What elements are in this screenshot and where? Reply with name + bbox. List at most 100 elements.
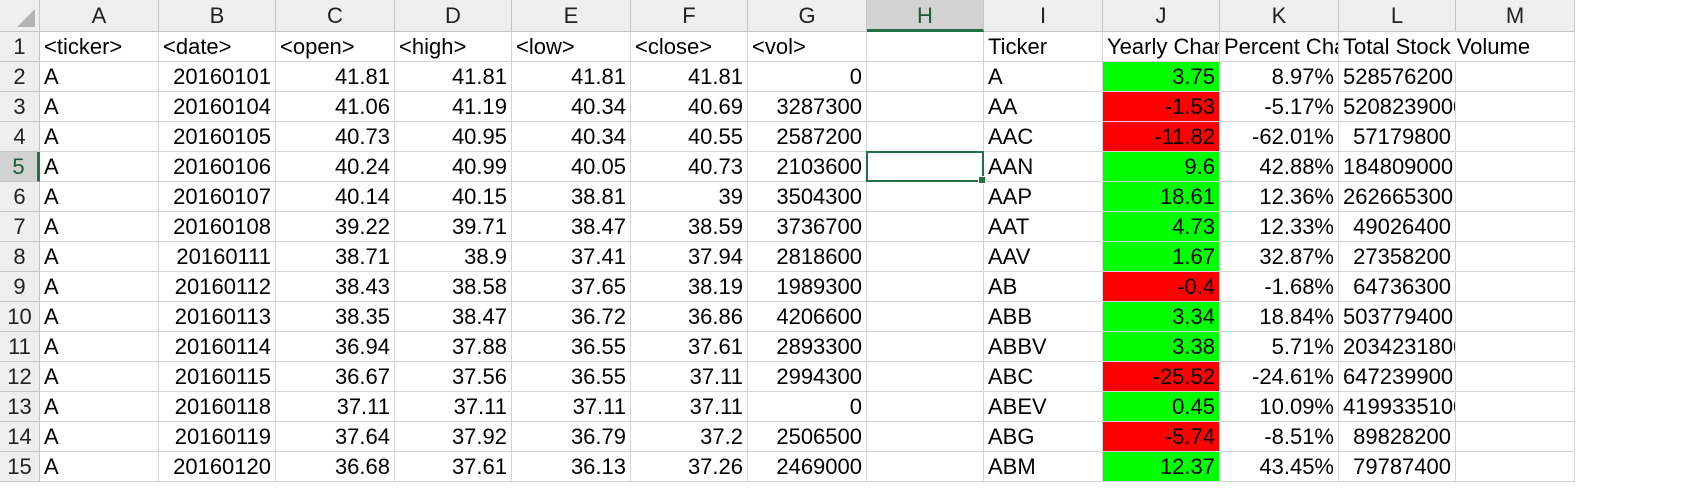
yearly-change-cell[interactable]: 9.6 — [1103, 152, 1220, 182]
select-all-corner[interactable] — [0, 0, 40, 32]
column-header-g[interactable]: G — [748, 0, 867, 32]
stock-row-cell[interactable]: 41.81 — [631, 62, 748, 92]
stock-header-vol[interactable]: <vol> — [748, 32, 867, 62]
total-volume-cell[interactable]: 4199335100 — [1339, 392, 1456, 422]
cell-h10[interactable] — [867, 302, 984, 332]
column-header-m[interactable]: M — [1456, 0, 1575, 32]
stock-row-cell[interactable]: 38.58 — [395, 272, 512, 302]
stock-row-cell[interactable]: 40.69 — [631, 92, 748, 122]
stock-row-cell[interactable]: 39.71 — [395, 212, 512, 242]
stock-row-cell[interactable]: 36.68 — [276, 452, 395, 482]
cell-h11[interactable] — [867, 332, 984, 362]
stock-row-cell[interactable]: 20160108 — [159, 212, 276, 242]
cell-h3[interactable] — [867, 92, 984, 122]
stock-row-cell[interactable]: 20160106 — [159, 152, 276, 182]
stock-row-cell[interactable]: 3736700 — [748, 212, 867, 242]
stock-row-cell[interactable]: 40.99 — [395, 152, 512, 182]
percent-change-cell[interactable]: 32.87% — [1220, 242, 1339, 272]
total-volume-cell[interactable]: 79787400 — [1339, 452, 1456, 482]
stock-row-cell[interactable]: 1989300 — [748, 272, 867, 302]
yearly-change-cell[interactable]: 1.67 — [1103, 242, 1220, 272]
cell-m10[interactable] — [1456, 302, 1575, 332]
stock-row-cell[interactable]: 36.79 — [512, 422, 631, 452]
row-header-14[interactable]: 14 — [0, 422, 40, 452]
yearly-change-cell[interactable]: 12.37 — [1103, 452, 1220, 482]
summary-ticker-cell[interactable]: AAV — [984, 242, 1103, 272]
stock-header-high[interactable]: <high> — [395, 32, 512, 62]
summary-ticker-cell[interactable]: AAC — [984, 122, 1103, 152]
stock-row-cell[interactable]: 20160113 — [159, 302, 276, 332]
stock-row-cell[interactable]: 38.71 — [276, 242, 395, 272]
row-header-12[interactable]: 12 — [0, 362, 40, 392]
stock-row-cell[interactable]: 20160105 — [159, 122, 276, 152]
yearly-change-cell[interactable]: 3.75 — [1103, 62, 1220, 92]
cell-h1[interactable] — [867, 32, 984, 62]
stock-row-cell[interactable]: 40.05 — [512, 152, 631, 182]
stock-row-cell[interactable]: 40.34 — [512, 122, 631, 152]
stock-row-cell[interactable]: 2587200 — [748, 122, 867, 152]
stock-row-cell[interactable]: 40.15 — [395, 182, 512, 212]
stock-row-cell[interactable]: A — [40, 122, 159, 152]
stock-row-cell[interactable]: 41.19 — [395, 92, 512, 122]
stock-row-cell[interactable]: 41.81 — [276, 62, 395, 92]
total-volume-cell[interactable]: 49026400 — [1339, 212, 1456, 242]
total-volume-cell[interactable]: 27358200 — [1339, 242, 1456, 272]
stock-row-cell[interactable]: A — [40, 332, 159, 362]
stock-row-cell[interactable]: 36.94 — [276, 332, 395, 362]
stock-row-cell[interactable]: 20160101 — [159, 62, 276, 92]
stock-row-cell[interactable]: 40.95 — [395, 122, 512, 152]
stock-row-cell[interactable]: A — [40, 242, 159, 272]
stock-row-cell[interactable]: 38.59 — [631, 212, 748, 242]
stock-row-cell[interactable]: A — [40, 302, 159, 332]
cell-h7[interactable] — [867, 212, 984, 242]
stock-row-cell[interactable]: 38.35 — [276, 302, 395, 332]
stock-row-cell[interactable]: 41.81 — [395, 62, 512, 92]
percent-change-cell[interactable]: 18.84% — [1220, 302, 1339, 332]
stock-row-cell[interactable]: 2469000 — [748, 452, 867, 482]
stock-row-cell[interactable]: 3504300 — [748, 182, 867, 212]
stock-row-cell[interactable]: 40.73 — [631, 152, 748, 182]
stock-row-cell[interactable]: 37.94 — [631, 242, 748, 272]
percent-change-cell[interactable]: -62.01% — [1220, 122, 1339, 152]
stock-row-cell[interactable]: 37.11 — [631, 392, 748, 422]
stock-row-cell[interactable]: 37.11 — [512, 392, 631, 422]
stock-row-cell[interactable]: 37.2 — [631, 422, 748, 452]
row-header-15[interactable]: 15 — [0, 452, 40, 482]
summary-ticker-cell[interactable]: AB — [984, 272, 1103, 302]
total-volume-cell[interactable]: 57179800 — [1339, 122, 1456, 152]
summary-ticker-cell[interactable]: AAN — [984, 152, 1103, 182]
stock-row-cell[interactable]: A — [40, 212, 159, 242]
stock-row-cell[interactable]: 39 — [631, 182, 748, 212]
cell-m7[interactable] — [1456, 212, 1575, 242]
stock-header-ticker[interactable]: <ticker> — [40, 32, 159, 62]
percent-change-cell[interactable]: -1.68% — [1220, 272, 1339, 302]
column-header-b[interactable]: B — [159, 0, 276, 32]
column-header-j[interactable]: J — [1103, 0, 1220, 32]
summary-ticker-cell[interactable]: A — [984, 62, 1103, 92]
stock-row-cell[interactable]: 38.47 — [512, 212, 631, 242]
stock-row-cell[interactable]: 39.22 — [276, 212, 395, 242]
stock-row-cell[interactable]: 20160119 — [159, 422, 276, 452]
summary-header-total-stock-volume[interactable]: Total Stock Volume — [1339, 32, 1530, 62]
cell-m14[interactable] — [1456, 422, 1575, 452]
yearly-change-cell[interactable]: 18.61 — [1103, 182, 1220, 212]
total-volume-cell[interactable]: 528576200 — [1339, 62, 1456, 92]
cell-h5[interactable] — [867, 152, 984, 182]
stock-row-cell[interactable]: 38.47 — [395, 302, 512, 332]
stock-row-cell[interactable]: 36.13 — [512, 452, 631, 482]
cell-h13[interactable] — [867, 392, 984, 422]
stock-row-cell[interactable]: A — [40, 152, 159, 182]
percent-change-cell[interactable]: 10.09% — [1220, 392, 1339, 422]
yearly-change-cell[interactable]: -11.82 — [1103, 122, 1220, 152]
stock-row-cell[interactable]: 36.55 — [512, 332, 631, 362]
summary-ticker-cell[interactable]: ABC — [984, 362, 1103, 392]
total-volume-cell[interactable]: 647239900 — [1339, 362, 1456, 392]
stock-row-cell[interactable]: 40.14 — [276, 182, 395, 212]
stock-row-cell[interactable]: 2818600 — [748, 242, 867, 272]
cell-h8[interactable] — [867, 242, 984, 272]
cell-h15[interactable] — [867, 452, 984, 482]
percent-change-cell[interactable]: -5.17% — [1220, 92, 1339, 122]
summary-ticker-cell[interactable]: AAT — [984, 212, 1103, 242]
yearly-change-cell[interactable]: -5.74 — [1103, 422, 1220, 452]
stock-row-cell[interactable]: 37.41 — [512, 242, 631, 272]
